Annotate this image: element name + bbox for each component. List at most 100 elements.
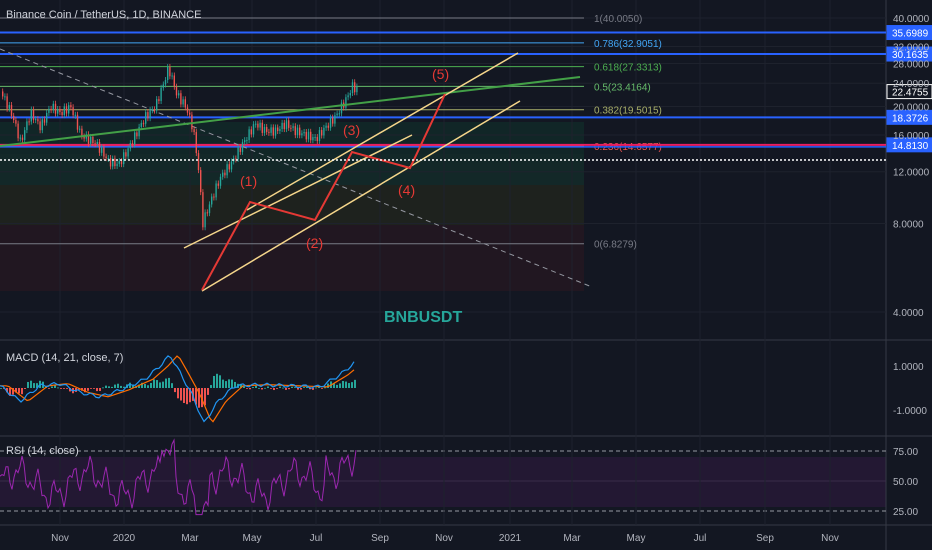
- macd-histogram-bar: [252, 387, 254, 388]
- macd-histogram-bar: [165, 378, 167, 388]
- wave-label-3: (3): [343, 122, 360, 138]
- candle-body: [13, 115, 15, 120]
- candle-body: [6, 96, 8, 109]
- time-axis: Nov 2020 Mar May Jul Sep Nov 2021 Mar May Jul Sep No…: [51, 533, 839, 544]
- candle-body: [123, 152, 125, 165]
- macd-histogram-bar: [279, 386, 281, 388]
- candle-body: [257, 123, 259, 128]
- price-tick-label: 8.0000: [893, 219, 924, 230]
- macd-histogram-bar: [69, 388, 71, 392]
- macd-histogram-bar: [108, 386, 110, 388]
- candle-body: [131, 143, 134, 145]
- candle-body: [167, 67, 169, 80]
- time-tick-label: Mar: [563, 533, 581, 544]
- macd-histogram-bar: [48, 388, 50, 389]
- fib-zone-mid: [0, 154, 584, 185]
- macd-histogram-bar: [216, 373, 218, 388]
- candle-body: [57, 108, 59, 114]
- price-tick-label: 4.0000: [893, 308, 924, 319]
- candle-body: [237, 147, 239, 160]
- candle-body: [127, 148, 129, 157]
- macd-histogram-bar: [120, 385, 122, 388]
- candle-body: [316, 137, 318, 141]
- macd-histogram-bar: [270, 388, 272, 389]
- candle-body: [114, 158, 116, 167]
- candle-body: [200, 170, 202, 193]
- macd-histogram-bar: [18, 388, 20, 394]
- candle-body: [120, 161, 123, 165]
- candle-body: [8, 104, 10, 109]
- macd-histogram-bar: [9, 388, 11, 396]
- macd-histogram-bar: [318, 386, 320, 388]
- fib-level-label: 0.618(27.3313): [594, 63, 662, 74]
- macd-histogram-bar: [273, 388, 275, 391]
- macd-histogram-bar: [348, 383, 350, 388]
- candle-body: [312, 137, 314, 141]
- candle-body: [296, 127, 299, 136]
- wave-label-2: (2): [306, 235, 323, 251]
- rsi-indicator[interactable]: [0, 438, 357, 516]
- candle-body: [162, 84, 164, 88]
- candle-body: [340, 102, 343, 114]
- candle-body: [244, 140, 246, 143]
- candle-body: [180, 93, 182, 105]
- time-tick-label: 2021: [499, 533, 522, 544]
- time-tick-label: Jul: [694, 533, 707, 544]
- candles[interactable]: [2, 64, 358, 231]
- candle-body: [2, 91, 4, 97]
- macd-line: [0, 355, 355, 423]
- macd-histogram-bar: [291, 386, 293, 388]
- macd-histogram-bar: [258, 387, 260, 389]
- candle-body: [246, 140, 248, 142]
- price-label-box: [886, 84, 932, 100]
- macd-histogram-bar: [63, 388, 65, 389]
- candle-body: [41, 119, 43, 131]
- candle-body: [65, 106, 68, 114]
- macd-histogram-bar: [144, 384, 146, 388]
- macd-histogram-bar: [219, 375, 221, 388]
- candle-body: [239, 147, 241, 152]
- candle-body: [332, 117, 334, 124]
- candle-body: [305, 132, 307, 140]
- horizontal-lines: 35.6989 30.1635 22.4755 18.3726 14.8130: [0, 25, 932, 153]
- candle-body: [202, 192, 204, 228]
- macd-histogram-bar: [228, 379, 230, 388]
- macd-histogram-bar: [207, 388, 209, 395]
- price-tick-label: 20.0000: [893, 103, 930, 114]
- candle-body: [255, 123, 257, 125]
- price-label-text: 30.1635: [892, 50, 929, 61]
- candle-body: [259, 122, 261, 128]
- candle-body: [321, 130, 323, 136]
- macd-histogram-bar: [282, 387, 284, 389]
- candle-body: [197, 153, 200, 171]
- candle-body: [292, 126, 294, 128]
- candle-body: [63, 106, 65, 116]
- macd-tick-label: -1.0000: [893, 406, 927, 417]
- candle-body: [74, 114, 76, 116]
- macd-histogram-bar: [294, 387, 296, 389]
- macd-histogram-bar: [225, 381, 227, 388]
- rsi-title: RSI (14, close): [6, 445, 79, 457]
- candle-body: [160, 87, 162, 101]
- macd-histogram-bar: [246, 388, 248, 389]
- channel-upper: [246, 52, 519, 211]
- macd-histogram-bar: [204, 388, 206, 406]
- candle-body: [90, 136, 92, 144]
- macd-histogram-bar: [327, 383, 329, 388]
- time-tick-label: Jul: [310, 533, 323, 544]
- candle-body: [345, 97, 347, 108]
- candle-body: [208, 204, 211, 214]
- candle-body: [213, 196, 215, 198]
- candle-body: [235, 158, 237, 160]
- price-label-box: [886, 25, 932, 41]
- elliott-wave-path: [201, 93, 446, 291]
- macd-histogram-bar: [231, 379, 233, 388]
- candle-body: [288, 120, 290, 128]
- candle-body: [186, 107, 189, 113]
- candle-body: [307, 131, 310, 140]
- macd-histogram-bar: [33, 383, 35, 388]
- macd-indicator[interactable]: [0, 355, 356, 423]
- time-tick-label: 2020: [113, 533, 136, 544]
- macd-histogram-bar: [321, 388, 323, 389]
